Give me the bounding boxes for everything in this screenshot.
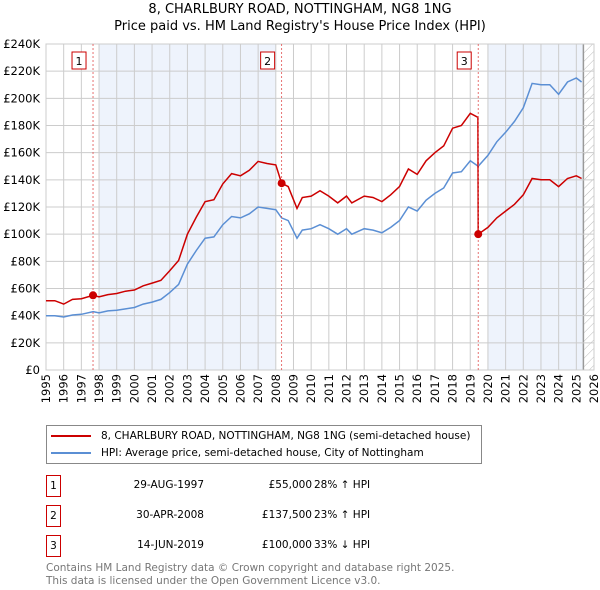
x-tick-label: 2001 xyxy=(145,374,159,403)
sale-marker-badge: 1 xyxy=(46,475,61,497)
x-tick-label: 2011 xyxy=(322,374,336,403)
x-tick-label: 1999 xyxy=(110,374,124,403)
x-tick-label: 2020 xyxy=(481,374,495,403)
y-tick-label: £160K xyxy=(3,146,40,160)
x-tick-label: 2025 xyxy=(569,374,583,403)
x-tick-label: 2007 xyxy=(251,374,265,403)
y-tick-label: £180K xyxy=(3,119,40,133)
y-tick-label: £60K xyxy=(11,282,41,296)
x-tick-label: 2021 xyxy=(499,374,513,403)
sale-badge-label: 3 xyxy=(461,55,468,68)
table-row: 2 30-APR-2008 £137,500 23% ↑ HPI xyxy=(46,505,446,527)
sale-date: 14-JUN-2019 xyxy=(137,539,204,551)
x-tick-label: 2014 xyxy=(375,374,389,403)
sale-badge xyxy=(71,51,87,70)
x-tick-label: 1998 xyxy=(92,374,106,403)
legend-label: 8, CHARLBURY ROAD, NOTTINGHAM, NG8 1NG (… xyxy=(101,430,471,442)
hpi-diff: 23% ↑ HPI xyxy=(314,509,371,521)
sale-badge xyxy=(260,51,276,70)
hpi-diff: 28% ↑ HPI xyxy=(314,479,371,491)
x-tick-label: 2023 xyxy=(534,374,548,403)
series-line xyxy=(46,77,583,318)
legend: 8, CHARLBURY ROAD, NOTTINGHAM, NG8 1NG (… xyxy=(46,425,482,464)
x-tick-label: 1997 xyxy=(74,374,88,403)
legend-swatch-red xyxy=(51,435,91,437)
sale-price: £137,500 xyxy=(261,509,312,521)
y-tick-label: £140K xyxy=(3,173,40,187)
x-tick-label: 1996 xyxy=(57,374,71,403)
y-tick-label: £0 xyxy=(25,363,40,377)
footer-licence: This data is licensed under the Open Gov… xyxy=(46,575,381,587)
hpi-diff: 33% ↓ HPI xyxy=(314,539,371,551)
x-tick-label: 2006 xyxy=(233,374,247,403)
y-tick-label: £80K xyxy=(11,254,41,268)
y-tick-label: £20K xyxy=(11,336,41,350)
footer-copyright: Contains HM Land Registry data © Crown c… xyxy=(46,562,455,574)
x-tick-label: 2026 xyxy=(587,374,600,403)
x-tick-label: 2019 xyxy=(463,374,477,403)
sale-point xyxy=(89,291,98,300)
x-tick-label: 2005 xyxy=(216,374,230,403)
x-tick-label: 2017 xyxy=(428,374,442,403)
y-tick-label: £200K xyxy=(3,91,40,105)
plot-area: £0 £20K £40K £60K £80K £100K £120K £140K £160K £1… xyxy=(3,37,600,403)
x-tick-label: 2013 xyxy=(357,374,371,403)
x-tick-label: 2016 xyxy=(410,374,424,403)
x-tick-label: 2004 xyxy=(198,374,212,403)
sale-date: 29-AUG-1997 xyxy=(133,479,204,491)
x-tick-label: 2012 xyxy=(340,374,354,403)
y-tick-label: £120K xyxy=(3,200,40,214)
table-row: 3 14-JUN-2019 £100,000 33% ↓ HPI xyxy=(46,535,446,557)
x-tick-label: 2002 xyxy=(163,374,177,403)
legend-swatch-blue xyxy=(51,452,91,454)
y-tick-label: £40K xyxy=(11,309,41,323)
sale-point xyxy=(277,179,286,188)
x-tick-label: 2000 xyxy=(127,374,141,403)
legend-item-hpi: HPI: Average price, semi-detached house,… xyxy=(51,446,424,460)
sale-price: £100,000 xyxy=(261,539,312,551)
sale-badge-label: 1 xyxy=(76,55,83,68)
chart-subtitle: Price paid vs. HM Land Registry's House … xyxy=(114,19,486,34)
x-tick-label: 2010 xyxy=(304,374,318,403)
x-tick-label: 2003 xyxy=(180,374,194,403)
sale-date: 30-APR-2008 xyxy=(136,509,204,521)
chart-title: 8, CHARLBURY ROAD, NOTTINGHAM, NG8 1NG xyxy=(148,2,452,17)
y-tick-label: £240K xyxy=(3,37,40,51)
x-tick-label: 2022 xyxy=(516,374,530,403)
table-row: 1 29-AUG-1997 £55,000 28% ↑ HPI xyxy=(46,475,446,497)
x-tick-label: 2018 xyxy=(446,374,460,403)
legend-item-price: 8, CHARLBURY ROAD, NOTTINGHAM, NG8 1NG (… xyxy=(51,429,470,443)
sale-price: £55,000 xyxy=(268,479,312,491)
plot-frame xyxy=(45,43,595,371)
sale-marker-badge: 2 xyxy=(46,505,61,527)
x-tick-label: 2009 xyxy=(286,374,300,403)
sale-badge-label: 2 xyxy=(264,55,271,68)
series-line xyxy=(46,112,582,305)
x-tick-label: 2015 xyxy=(393,374,407,403)
y-tick-label: £220K xyxy=(3,64,40,78)
x-tick-label: 2024 xyxy=(552,374,566,403)
legend-label: HPI: Average price, semi-detached house,… xyxy=(101,447,424,459)
x-tick-label: 2008 xyxy=(269,374,283,403)
x-tick-label: 1995 xyxy=(39,374,53,403)
y-tick-label: £100K xyxy=(3,227,40,241)
sale-marker-badge: 3 xyxy=(46,535,61,557)
sale-point xyxy=(474,230,483,239)
sale-badge xyxy=(456,51,472,70)
